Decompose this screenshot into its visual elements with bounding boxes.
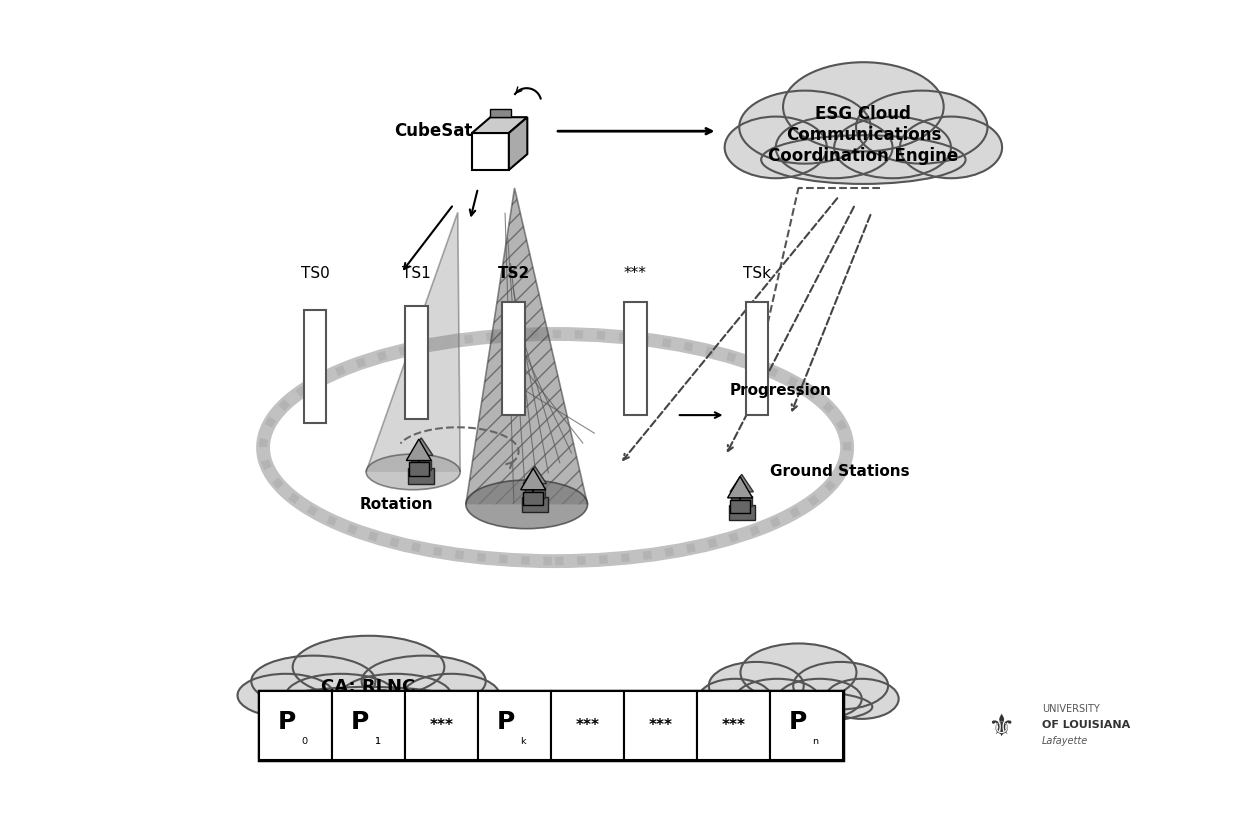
Ellipse shape bbox=[285, 674, 396, 717]
Text: ₖ: ₖ bbox=[520, 732, 527, 746]
Text: TS1: TS1 bbox=[402, 266, 430, 282]
Text: Rotation: Rotation bbox=[360, 497, 434, 512]
Text: ⚜: ⚜ bbox=[987, 713, 1016, 742]
Ellipse shape bbox=[794, 662, 888, 709]
FancyBboxPatch shape bbox=[729, 505, 755, 520]
FancyBboxPatch shape bbox=[502, 301, 525, 415]
Text: P: P bbox=[278, 710, 296, 734]
Ellipse shape bbox=[761, 135, 966, 184]
Text: ₀: ₀ bbox=[301, 732, 308, 746]
Ellipse shape bbox=[776, 116, 893, 178]
Ellipse shape bbox=[238, 674, 334, 717]
Ellipse shape bbox=[825, 679, 899, 719]
Ellipse shape bbox=[724, 691, 872, 723]
Polygon shape bbox=[472, 133, 508, 170]
Polygon shape bbox=[728, 476, 753, 498]
Ellipse shape bbox=[466, 480, 588, 528]
Ellipse shape bbox=[856, 90, 987, 164]
Text: ₁: ₁ bbox=[374, 732, 381, 746]
Text: CubeSat: CubeSat bbox=[394, 122, 472, 140]
Ellipse shape bbox=[735, 679, 820, 719]
FancyBboxPatch shape bbox=[405, 305, 428, 419]
Text: ***: *** bbox=[649, 718, 672, 733]
Text: ***: *** bbox=[575, 718, 600, 733]
Ellipse shape bbox=[709, 662, 804, 709]
Ellipse shape bbox=[835, 116, 951, 178]
FancyBboxPatch shape bbox=[697, 691, 770, 760]
FancyBboxPatch shape bbox=[624, 691, 697, 760]
Ellipse shape bbox=[366, 454, 460, 490]
Ellipse shape bbox=[293, 636, 444, 698]
FancyBboxPatch shape bbox=[770, 691, 843, 760]
Text: Progression: Progression bbox=[729, 383, 832, 398]
Text: Ground Stations: Ground Stations bbox=[770, 465, 910, 479]
Text: ESG Cloud
Communications
Coordination Engine: ESG Cloud Communications Coordination En… bbox=[769, 106, 959, 165]
FancyBboxPatch shape bbox=[408, 468, 434, 484]
Ellipse shape bbox=[782, 62, 944, 151]
Text: P: P bbox=[351, 710, 368, 734]
Polygon shape bbox=[409, 438, 433, 455]
FancyBboxPatch shape bbox=[332, 691, 405, 760]
Ellipse shape bbox=[724, 116, 827, 178]
Polygon shape bbox=[523, 466, 547, 484]
Polygon shape bbox=[366, 212, 460, 472]
Polygon shape bbox=[407, 439, 432, 461]
Polygon shape bbox=[730, 475, 754, 492]
Text: UNIVERSITY: UNIVERSITY bbox=[1042, 704, 1100, 714]
Polygon shape bbox=[472, 117, 527, 133]
Text: CA: RLNC: CA: RLNC bbox=[321, 678, 415, 696]
FancyBboxPatch shape bbox=[523, 492, 543, 505]
FancyBboxPatch shape bbox=[525, 488, 546, 498]
FancyBboxPatch shape bbox=[410, 460, 432, 470]
Text: TS2: TS2 bbox=[497, 266, 529, 282]
Text: ***: *** bbox=[624, 266, 647, 282]
FancyBboxPatch shape bbox=[624, 301, 647, 415]
Text: P: P bbox=[789, 710, 807, 734]
FancyBboxPatch shape bbox=[522, 497, 548, 512]
FancyBboxPatch shape bbox=[551, 691, 624, 760]
FancyBboxPatch shape bbox=[409, 462, 429, 475]
FancyBboxPatch shape bbox=[730, 500, 750, 513]
Polygon shape bbox=[508, 117, 527, 170]
Ellipse shape bbox=[272, 687, 465, 721]
Polygon shape bbox=[490, 109, 511, 117]
Text: TS0: TS0 bbox=[300, 266, 330, 282]
Ellipse shape bbox=[777, 679, 862, 719]
FancyBboxPatch shape bbox=[479, 691, 551, 760]
Text: OF LOUISIANA: OF LOUISIANA bbox=[1042, 720, 1130, 730]
FancyBboxPatch shape bbox=[405, 691, 479, 760]
Ellipse shape bbox=[341, 674, 451, 717]
Ellipse shape bbox=[698, 679, 773, 719]
Ellipse shape bbox=[740, 644, 857, 702]
Text: ₙ: ₙ bbox=[812, 732, 818, 746]
FancyBboxPatch shape bbox=[259, 691, 843, 760]
Ellipse shape bbox=[900, 116, 1002, 178]
FancyBboxPatch shape bbox=[745, 301, 769, 415]
Ellipse shape bbox=[739, 90, 870, 164]
Ellipse shape bbox=[362, 655, 486, 707]
FancyBboxPatch shape bbox=[732, 497, 751, 506]
FancyBboxPatch shape bbox=[259, 691, 332, 760]
Text: Lafayette: Lafayette bbox=[1042, 736, 1087, 746]
Ellipse shape bbox=[252, 655, 376, 707]
Text: ***: *** bbox=[722, 718, 745, 733]
Polygon shape bbox=[466, 188, 588, 505]
Polygon shape bbox=[521, 468, 546, 490]
FancyBboxPatch shape bbox=[304, 309, 326, 423]
Text: ***: *** bbox=[429, 718, 454, 733]
Ellipse shape bbox=[403, 674, 500, 717]
Text: TSk: TSk bbox=[743, 266, 771, 282]
Text: P: P bbox=[497, 710, 515, 734]
